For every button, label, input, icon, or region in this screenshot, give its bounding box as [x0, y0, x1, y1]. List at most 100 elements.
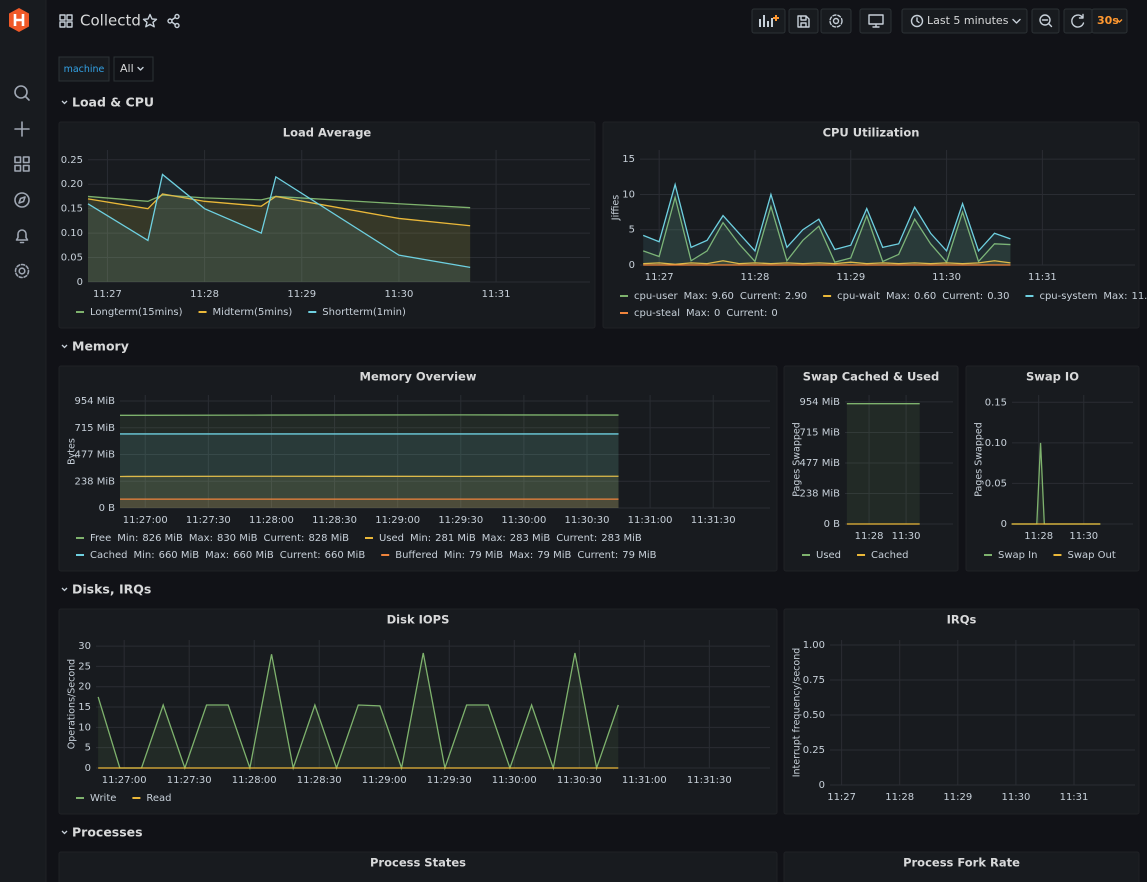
y-tick-label: 0.10 — [985, 438, 1007, 449]
refresh-button[interactable] — [1063, 8, 1093, 34]
legend-label[interactable]: Longterm(15mins) — [90, 307, 183, 318]
legend-label[interactable]: cpu-system — [1039, 291, 1097, 302]
legend-stat-value: 828 MiB — [308, 533, 349, 544]
chevron-icon — [1116, 19, 1123, 23]
series-area — [643, 260, 1011, 265]
y-tick-label: 0.05 — [61, 253, 83, 264]
series-line — [642, 182, 1011, 253]
time-picker[interactable] — [901, 8, 1028, 34]
variable-dropdown[interactable] — [113, 56, 154, 82]
config-icon[interactable] — [14, 263, 30, 279]
legend-stat-name: Current: — [280, 550, 321, 561]
y-tick-label: 0.15 — [61, 204, 83, 215]
legend-label[interactable]: Used — [816, 550, 841, 561]
x-tick-label: 11:28 — [855, 531, 884, 542]
x-tick-label: 11:29:30 — [427, 775, 472, 786]
legend-label[interactable]: Swap Out — [1067, 550, 1115, 561]
refresh-interval: 30s — [1097, 14, 1119, 27]
chevron-icon — [137, 66, 144, 71]
legend-stat-value: 660 MiB — [159, 550, 200, 561]
refresh-interval-button[interactable] — [1091, 8, 1128, 34]
legend-label[interactable]: Cached — [871, 550, 908, 561]
legend-label[interactable]: Write — [90, 793, 116, 804]
y-tick-label: 0.25 — [61, 155, 83, 166]
row-title[interactable]: Load & CPU — [72, 95, 154, 110]
dashboards-icon[interactable] — [14, 156, 30, 172]
panel-title[interactable]: IRQs — [947, 613, 977, 627]
series-area — [88, 194, 471, 282]
legend-stat-name: Current: — [556, 533, 597, 544]
legend-stat-name: Current: — [577, 550, 618, 561]
y-tick-label: 0.25 — [803, 745, 825, 756]
y-axis-label: Bytes — [67, 438, 78, 465]
legend-label[interactable]: cpu-user — [634, 291, 678, 302]
legend-label[interactable]: Buffered — [395, 550, 438, 561]
x-tick-label: 11:29 — [836, 272, 865, 283]
legend-label[interactable]: Shortterm(1min) — [322, 307, 406, 318]
settings-button[interactable] — [820, 8, 852, 34]
series-area — [846, 403, 920, 524]
legend-label[interactable]: Read — [146, 793, 171, 804]
zoom-out-button[interactable] — [1031, 8, 1060, 34]
legend-label[interactable]: Used — [379, 533, 404, 544]
legend-stat-value: 283 MiB — [601, 533, 642, 544]
y-tick-label: 20 — [78, 682, 91, 693]
search-icon[interactable] — [14, 85, 30, 101]
panel-title[interactable]: Disk IOPS — [387, 613, 450, 627]
legend-stat-value: 11.40 — [1131, 291, 1147, 302]
legend-stat-name: Max: — [686, 308, 710, 319]
panel-title[interactable]: CPU Utilization — [823, 126, 920, 140]
panel-title[interactable]: Memory Overview — [360, 370, 477, 384]
x-tick-label: 11:27 — [827, 792, 856, 803]
panel-title[interactable]: Process Fork Rate — [903, 856, 1020, 870]
series-line — [87, 193, 471, 227]
dashboard-title[interactable]: Collectd — [80, 12, 141, 30]
explore-icon[interactable] — [14, 192, 30, 208]
panel-title[interactable]: Swap Cached & Used — [803, 370, 939, 384]
series-area — [98, 653, 619, 768]
sidebar — [0, 0, 46, 882]
series-line — [87, 194, 471, 209]
panel-title[interactable]: Load Average — [283, 126, 372, 140]
legend-label[interactable]: cpu-steal — [634, 308, 680, 319]
y-tick-label: 715 MiB — [74, 423, 115, 434]
row-title[interactable]: Disks, IRQs — [72, 582, 151, 597]
x-tick-label: 11:30 — [1069, 531, 1098, 542]
legend-label[interactable]: Midterm(5mins) — [213, 307, 293, 318]
legend-stat-value: 79 MiB — [469, 550, 503, 561]
star-icon[interactable] — [142, 13, 158, 28]
row-title[interactable]: Processes — [72, 825, 143, 840]
legend-label[interactable]: Swap In — [998, 550, 1037, 561]
share-icon[interactable] — [167, 13, 180, 29]
legend-label[interactable]: Cached — [90, 550, 127, 561]
legend-stat-value: 826 MiB — [142, 533, 183, 544]
legend-label[interactable]: cpu-wait — [837, 291, 880, 302]
x-tick-label: 11:29:00 — [362, 775, 407, 786]
legend-stat-value: 660 MiB — [325, 550, 366, 561]
legend-stat-value: 660 MiB — [233, 550, 274, 561]
x-tick-label: 11:28:30 — [297, 775, 342, 786]
legend-stat-value: 9.60 — [712, 291, 734, 302]
panel-title[interactable]: Swap IO — [1026, 370, 1079, 384]
variable-label: machine — [64, 64, 105, 75]
legend-stat-name: Current: — [726, 308, 767, 319]
x-tick-label: 11:28:00 — [249, 515, 294, 526]
y-tick-label: 5 — [629, 225, 635, 236]
refresh-icon — [1071, 13, 1085, 28]
save-button[interactable] — [788, 8, 819, 34]
legend-stat-value: 281 MiB — [435, 533, 476, 544]
tv-icon — [868, 14, 884, 28]
tv-mode-button[interactable] — [859, 8, 892, 34]
create-icon[interactable] — [14, 121, 30, 137]
x-tick-label: 11:27 — [645, 272, 674, 283]
panel-title[interactable]: Process States — [370, 856, 466, 870]
y-axis-label: Operations/Second — [67, 659, 78, 749]
row-title[interactable]: Memory — [72, 339, 129, 354]
legend-label[interactable]: Free — [90, 533, 111, 544]
y-axis-label: Jiffies — [611, 195, 622, 221]
x-tick-label: 11:27 — [93, 289, 122, 300]
alerting-icon[interactable] — [15, 229, 29, 244]
grafana-logo[interactable] — [9, 8, 29, 32]
x-tick-label: 11:27:00 — [102, 775, 147, 786]
